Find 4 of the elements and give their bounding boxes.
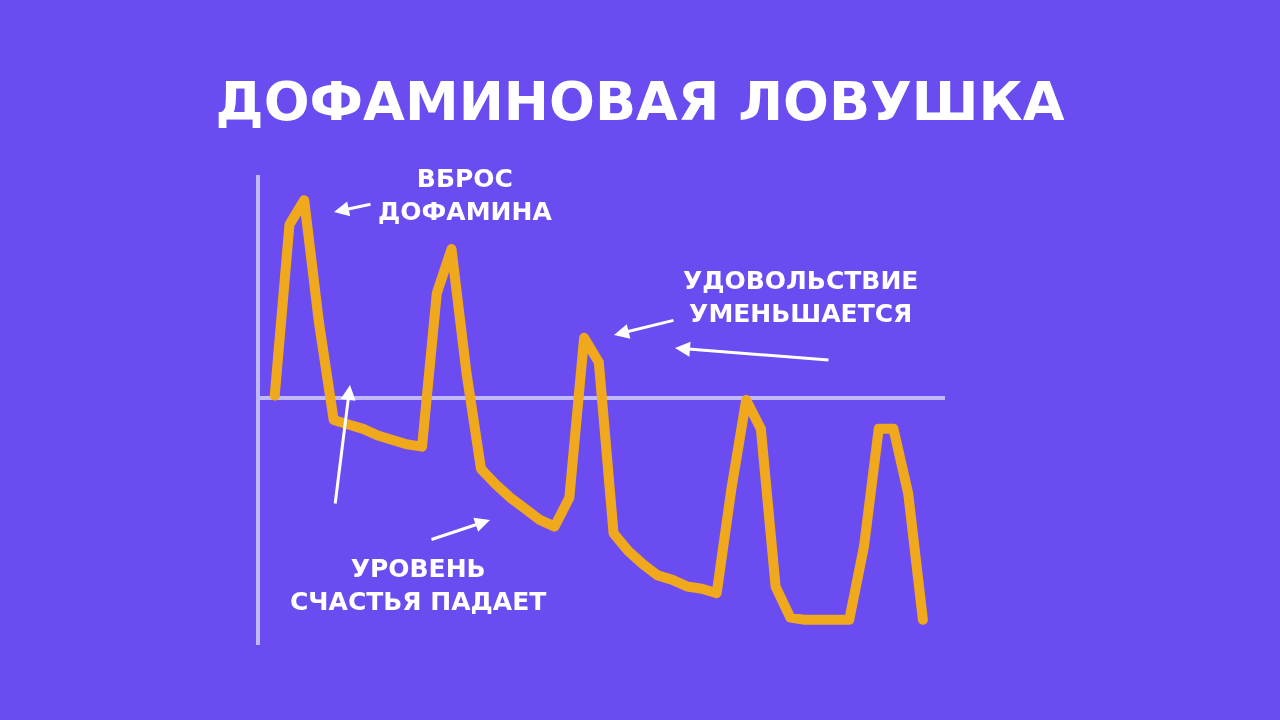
chart-title: ДОФАМИНОВАЯ ЛОВУШКА xyxy=(215,69,1065,133)
annotation: УДОВОЛЬСТВИЕ УМЕНЬШАЕТСЯ xyxy=(683,266,919,328)
annotation: УРОВЕНЬ СЧАСТЬЯ ПАДАЕТ xyxy=(290,554,547,616)
annotation: ВБРОС ДОФАМИНА xyxy=(378,164,553,226)
